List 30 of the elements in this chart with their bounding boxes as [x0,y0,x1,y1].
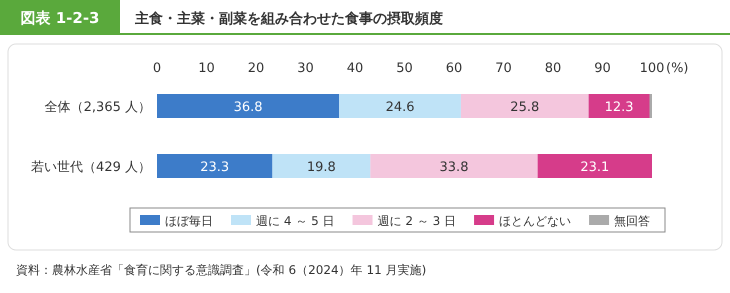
text: 資料：農林水産省「食育に関する意識調査」(令和 6（2024）年 11 月実施) [16,263,426,277]
data-label: 33.8 [440,160,468,175]
data-label: 19.8 [306,160,336,175]
x-tick-label: 90 [594,61,611,76]
legend-label: ほぼ毎日 [165,214,213,228]
legend-label: 週に 2 ～ 3 日 [378,214,456,228]
legend-label: ほとんどない [499,214,572,228]
x-tick-label: 20 [248,61,264,76]
data-label: 23.3 [200,160,230,175]
y-tick-label: 全体（2,365 人） [44,100,151,115]
data-label: 12.3 [604,100,634,115]
legend-label: 無回答 [614,214,650,228]
data-label: 24.6 [386,100,415,115]
x-tick-label: 70 [495,61,512,76]
data-label: 36.8 [234,100,263,115]
chart-title: 主食・主菜・副菜を組み合わせた食事の摂取頻度 [134,10,443,27]
x-tick-label: 0 [152,61,162,76]
legend-label: 週に 4 ～ 5 日 [256,214,335,228]
x-tick-label: 80 [544,61,562,76]
chart-subtitle: 図表 1-2-3 [20,9,100,27]
x-tick-label: 100 [640,61,664,76]
x-axis-title: (%) [666,61,688,76]
x-tick-label: 10 [198,61,215,76]
x-tick-label: 30 [297,61,314,76]
x-tick-label: 60 [446,61,462,76]
data-label: 23.1 [580,160,610,175]
x-tick-label: 40 [346,61,364,76]
data-label: 25.8 [510,100,540,115]
x-tick-label: 50 [396,61,413,76]
y-tick-label: 若い世代（429 人） [31,160,151,175]
